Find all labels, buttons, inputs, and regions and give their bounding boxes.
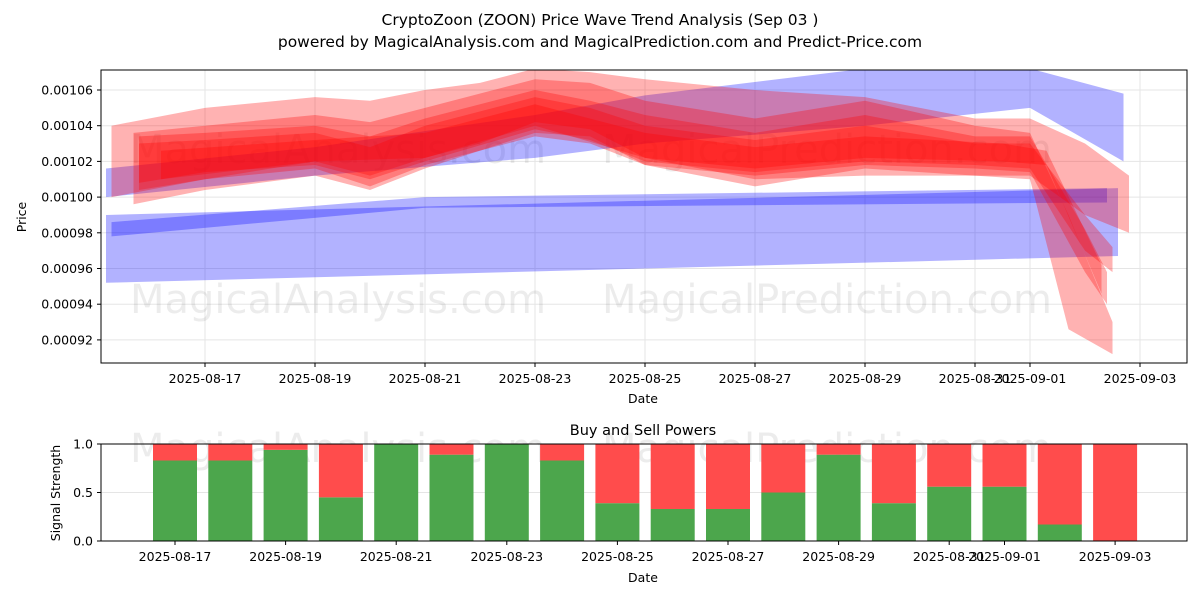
plot-frame xyxy=(100,443,1188,542)
x-tick-label: 2025-08-27 xyxy=(692,549,765,564)
x-tick-label: 2025-08-17 xyxy=(169,371,242,386)
sell-bar xyxy=(706,444,750,509)
sell-bar xyxy=(761,444,806,493)
sell-bar xyxy=(982,444,1027,487)
y-tick-label: 0.00102 xyxy=(41,154,93,169)
y-tick-label: 1.0 xyxy=(73,437,93,452)
watermark: MagicalPrediction.com xyxy=(602,277,1052,323)
buy-bar xyxy=(263,449,308,541)
buy-bar xyxy=(318,497,363,541)
buy-bar xyxy=(982,486,1027,541)
watermark: MagicalAnalysis.com xyxy=(130,277,546,323)
sell-bar xyxy=(871,444,916,504)
y-tick-label: 0.0 xyxy=(73,534,93,549)
y-tick-label: 0.5 xyxy=(73,485,93,500)
x-tick-label: 2025-08-29 xyxy=(802,549,875,564)
x-tick-label: 2025-09-03 xyxy=(1104,371,1177,386)
x-tick-label: 2025-08-29 xyxy=(829,371,902,386)
bar-chart-title: Buy and Sell Powers xyxy=(570,423,716,439)
y-tick-label: 0.00092 xyxy=(41,332,93,347)
y-tick-label: 0.00106 xyxy=(41,83,93,98)
y-axis-label: Price xyxy=(14,201,29,232)
sell-bar xyxy=(927,444,972,487)
x-tick-label: 2025-08-23 xyxy=(470,549,543,564)
price-chart: 0.00092 0.00094 0.00096 0.00098 0.00100 0.001… xyxy=(41,69,1188,386)
sell-bar xyxy=(1037,444,1082,525)
chart-title: CryptoZoon (ZOON) Price Wave Trend Analy… xyxy=(382,11,819,29)
buy-bar xyxy=(1037,524,1082,541)
wave-band-6 xyxy=(139,97,1113,273)
x-tick-label: 2025-08-21 xyxy=(360,549,433,564)
x-axis-label: Date xyxy=(628,391,658,406)
buy-bar xyxy=(374,444,419,541)
y-tick-label: 0.00104 xyxy=(41,118,93,133)
watermark: MagicalAnalysis.com xyxy=(130,127,546,173)
buy-bar xyxy=(816,454,861,541)
buy-bar xyxy=(706,508,750,541)
bar-y-axis-label: Signal Strength xyxy=(48,445,63,541)
watermark: MagicalPrediction.com xyxy=(602,127,1052,173)
buy-bar xyxy=(595,503,640,541)
y-tick-label: 0.00096 xyxy=(41,261,93,276)
x-tick-label: 2025-08-19 xyxy=(279,371,352,386)
wave-band-7 xyxy=(161,104,1102,294)
signal-chart: 0.00.51.0MagicalAnalysis.comMagicalPredi… xyxy=(73,426,1188,564)
sell-bar xyxy=(816,444,861,455)
x-tick-label: 2025-08-23 xyxy=(499,371,572,386)
buy-bar xyxy=(650,508,695,541)
x-tick-label: 2025-08-17 xyxy=(139,549,212,564)
sell-bar xyxy=(1093,444,1138,541)
sell-bar xyxy=(263,444,308,450)
x-tick-label: 2025-08-27 xyxy=(719,371,792,386)
buy-bar xyxy=(153,460,197,541)
buy-bar xyxy=(429,454,474,541)
wave-band-0 xyxy=(106,188,1118,283)
plot-frame xyxy=(100,69,1188,364)
buy-bar xyxy=(927,486,972,541)
y-tick-label: 0.00094 xyxy=(41,297,93,312)
x-tick-label: 2025-08-25 xyxy=(609,371,682,386)
wave-bands xyxy=(106,70,1129,355)
wave-band-4 xyxy=(133,79,1113,355)
x-tick-label: 2025-09-03 xyxy=(1079,549,1152,564)
wave-band-1 xyxy=(111,188,1107,237)
sell-bar xyxy=(429,444,474,455)
bar-x-axis-label: Date xyxy=(628,570,658,585)
sell-bar xyxy=(595,444,640,504)
sell-bar xyxy=(318,444,363,498)
sell-bar xyxy=(540,444,585,461)
y-tick-label: 0.00100 xyxy=(41,190,93,205)
y-tick-label: 0.00098 xyxy=(41,225,93,240)
x-tick-label: 2025-08-31 xyxy=(913,549,986,564)
sell-bar xyxy=(650,444,695,509)
buy-bar xyxy=(761,492,806,541)
sell-bar xyxy=(208,444,253,461)
buy-bar xyxy=(871,503,916,541)
wave-band-5 xyxy=(139,90,1107,305)
buy-bar xyxy=(208,460,253,541)
x-tick-label: 2025-09-01 xyxy=(994,371,1067,386)
buy-bar xyxy=(484,444,529,541)
chart-subtitle: powered by MagicalAnalysis.com and Magic… xyxy=(278,33,922,51)
x-tick-label: 2025-08-31 xyxy=(939,371,1012,386)
wave-band-2 xyxy=(106,70,1124,198)
x-tick-label: 2025-08-25 xyxy=(581,549,654,564)
wave-band-3 xyxy=(111,70,1129,233)
x-tick-label: 2025-08-21 xyxy=(389,371,462,386)
buy-bar xyxy=(540,460,585,541)
sell-bar xyxy=(153,444,197,461)
x-tick-label: 2025-09-01 xyxy=(968,549,1041,564)
x-tick-label: 2025-08-19 xyxy=(249,549,322,564)
